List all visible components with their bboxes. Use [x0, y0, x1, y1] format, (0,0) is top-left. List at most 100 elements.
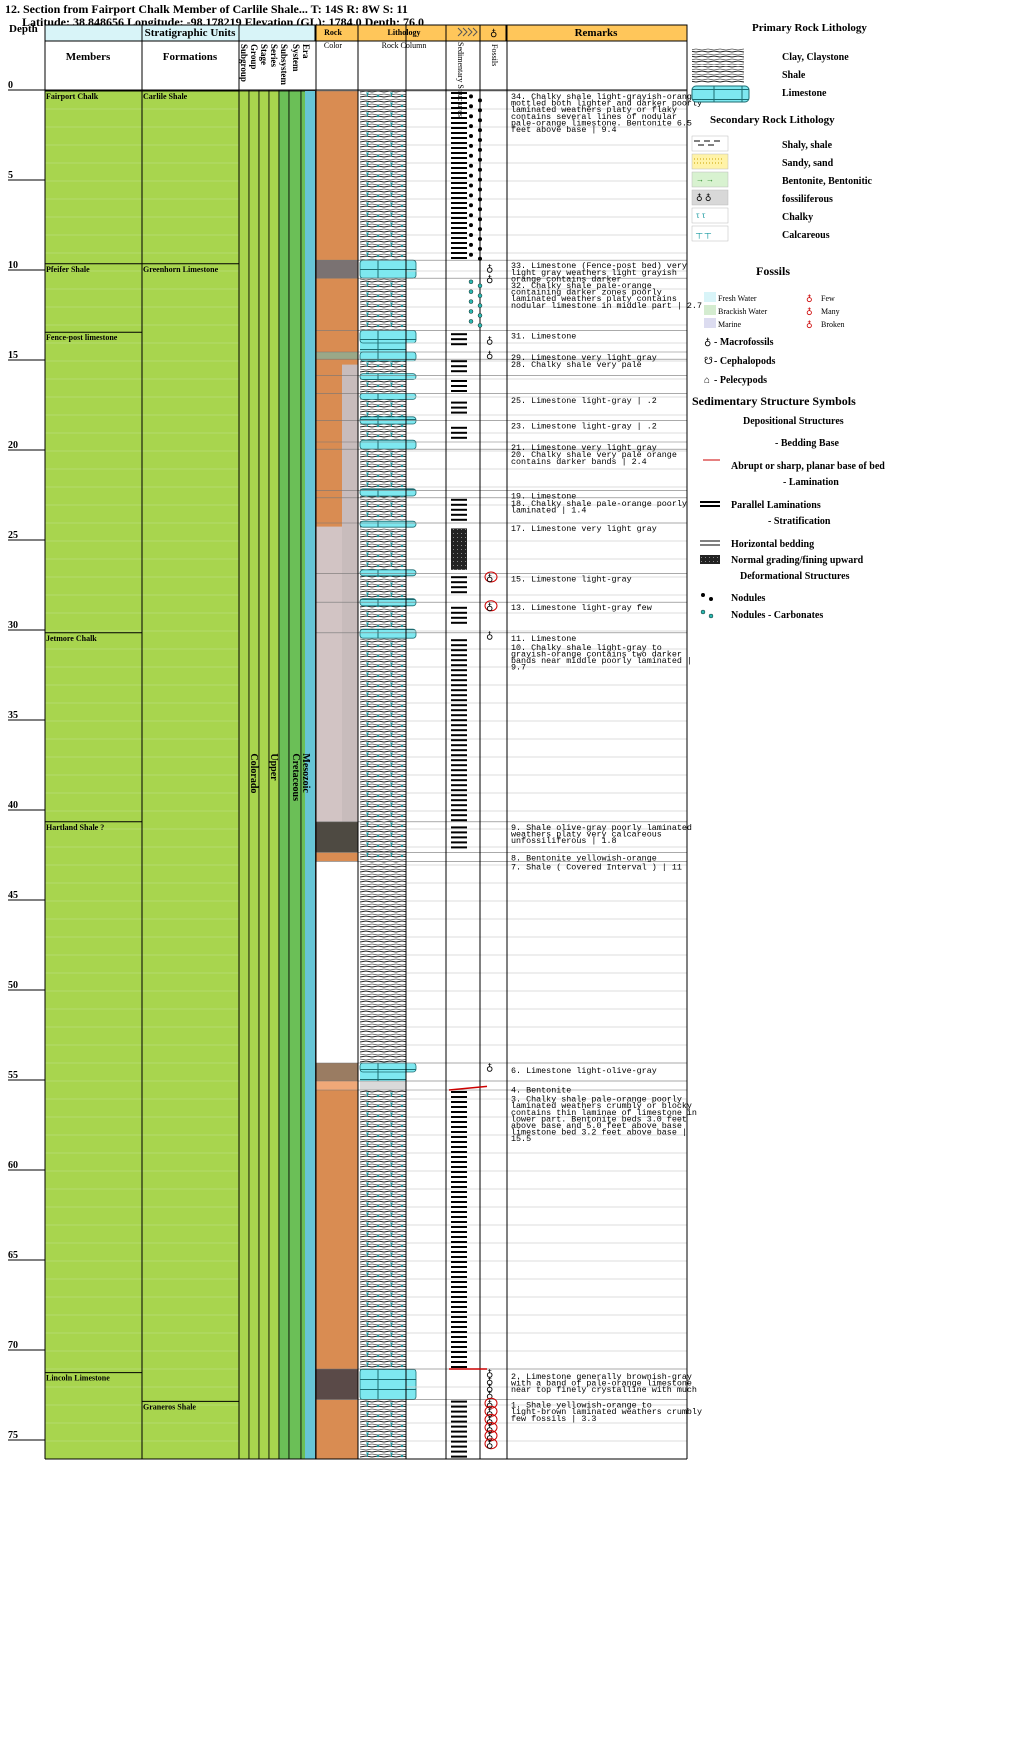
rock-color-bed [316, 1369, 358, 1400]
rock-column-bed [360, 821, 406, 853]
remark-line: 20. Chalky shale very pale orange [511, 450, 677, 460]
nodule [478, 108, 482, 113]
limestone-band [359, 569, 417, 577]
fossil-header-icon: ♁ [490, 28, 497, 39]
macrofossil-icon: ♁ [486, 602, 493, 613]
depth-label: 0 [8, 80, 13, 91]
remark-entry: 6. Limestone light-olive-gray [511, 1066, 657, 1076]
remark-entry: 13. Limestone light-gray few [511, 603, 652, 613]
nodule [478, 147, 482, 152]
remark-entry: 25. Limestone light-gray | .2 [511, 396, 657, 406]
nodule [478, 246, 482, 251]
remark-line: grayish-orange contains two darker [511, 649, 682, 659]
remark-line: 7. Shale ( Covered Interval ) | 11 [511, 862, 682, 872]
legend-nodule-dot [709, 597, 713, 601]
macrofossil-icon: ♁ [486, 631, 493, 642]
sharp-base [448, 1085, 488, 1091]
section-title: 12. Section from Fairport Chalk Member o… [5, 2, 408, 16]
remark-line: 6. Limestone light-olive-gray [511, 1066, 657, 1076]
rank-header-subgroup: Subgroup [239, 44, 249, 82]
legend-secondary-title: Secondary Rock Lithology [710, 114, 835, 126]
rock-color-bed [316, 852, 358, 862]
remark-line: orange contains darker [511, 274, 622, 284]
era-fill [305, 91, 315, 1459]
nodule [469, 233, 473, 237]
depth-label: 20 [8, 440, 18, 451]
nodule-carbonate [477, 313, 483, 318]
rock-column-bed [360, 852, 406, 862]
sedimentary-structures: ♁♁♁♁♁♁♁♁♁♁♁♁♁♁♁♁♁♁ [448, 92, 498, 1458]
unit-labels: Colorado Upper Cretaceous Mesozoic Fairport … [45, 90, 311, 1411]
rock-column-bed [360, 91, 406, 261]
remark-line: laminated weathers platy contains [511, 294, 677, 304]
rock-color-lightgray [316, 526, 342, 574]
legend-depositional: Depositional Structures [743, 416, 844, 427]
remark-entry: 3. Chalky shale pale-orange poorlylamina… [511, 1095, 697, 1145]
rank-label: Colorado [248, 753, 259, 793]
nodule-carbonate [468, 279, 474, 284]
remark-line: pale-orange limestone. Bentonite 6.5 [511, 118, 692, 128]
depth-label: 15 [8, 350, 18, 361]
bentonite-band [360, 1081, 406, 1090]
remark-line: contains several lines of nodular [511, 112, 677, 122]
rock-color-bed [316, 330, 358, 352]
remark-line: light-brown laminated weathers crumbly [511, 1407, 702, 1417]
rank-header-era: Era [301, 44, 311, 59]
nodule [469, 163, 473, 168]
depth-axis: 0 5 10 15 20 25 30 35 40 45 50 55 60 65 70 75 [8, 80, 45, 1441]
rank-column [278, 90, 290, 1460]
remark-line: limestone bed 3.2 feet above base | [511, 1128, 687, 1138]
member-label: Fence-post limestone [46, 333, 118, 342]
fossil-few-marker [484, 600, 498, 612]
remark-entry: 11. Limestone [511, 634, 576, 644]
remark-entry: 17. Limestone very light gray [511, 524, 657, 534]
legend-stratification: - Stratification [768, 516, 831, 527]
nodule [469, 193, 473, 198]
remark-entry: 20. Chalky shale very pale orangecontain… [511, 450, 677, 467]
member-label: Hartland Shale ? [46, 823, 104, 832]
remark-line: 21. Limestone very light gray [511, 443, 657, 453]
fossil-few-marker [484, 1405, 498, 1417]
legend-secondary-item: Chalky [782, 212, 813, 223]
nodule-carbonate [477, 323, 483, 328]
remark-line: 25. Limestone light-gray | .2 [511, 396, 657, 406]
macrofossil-icon: ♁ [486, 1399, 493, 1410]
rock-color-bed [316, 352, 358, 360]
depth-label: 40 [8, 800, 18, 811]
legend-limestone-swatch [691, 85, 750, 103]
nodule-carbonate [477, 283, 483, 288]
remark-line: 19. Limestone [511, 492, 576, 502]
macrofossil-icon: ♁ [486, 1415, 493, 1426]
rock-color-lightgray [316, 632, 342, 822]
nodule [478, 237, 482, 241]
legend-sandy-marks [694, 158, 724, 164]
depth-label: 35 [8, 710, 18, 721]
macrofossil-icon: ♁ [486, 350, 493, 361]
remark-entry: 29. Limestone very light gray [511, 353, 657, 363]
legend-horizontal: Horizontal bedding [731, 539, 814, 550]
remark-line: weathers platy very calcareous [511, 829, 662, 839]
legend-nodule-dot [701, 593, 705, 597]
member-label: Jetmore Chalk [46, 634, 97, 643]
remark-line: unfossiliferous | 1.8 [511, 836, 617, 846]
remark-entry: 2. Limestone generally brownish-graywith… [511, 1372, 697, 1395]
nodule [469, 213, 473, 218]
legend-bentonite-marks: → → [696, 175, 714, 184]
legend-fossil-type-icon: ⌂ [704, 375, 710, 386]
member-label: Lincoln Limestone [46, 1374, 110, 1383]
legend-secondary-item: Calcareous [782, 230, 830, 241]
macrofossil-icon: ♁ [486, 335, 493, 346]
nodule [478, 98, 482, 103]
nodule [469, 94, 473, 99]
nodule [478, 207, 482, 212]
nodule [469, 242, 473, 247]
remark-line: nodular limestone in middle part | 2.7 [511, 301, 702, 311]
legend-env-swatch [704, 305, 716, 315]
legend-secondary-item: Sandy, sand [782, 158, 834, 169]
remark-line: containing darker zones poorly [511, 288, 662, 298]
fossil-few-marker [484, 571, 498, 583]
rock-color-bed [316, 821, 358, 853]
remark-line: above base and 5.0 feet above base [511, 1121, 682, 1131]
